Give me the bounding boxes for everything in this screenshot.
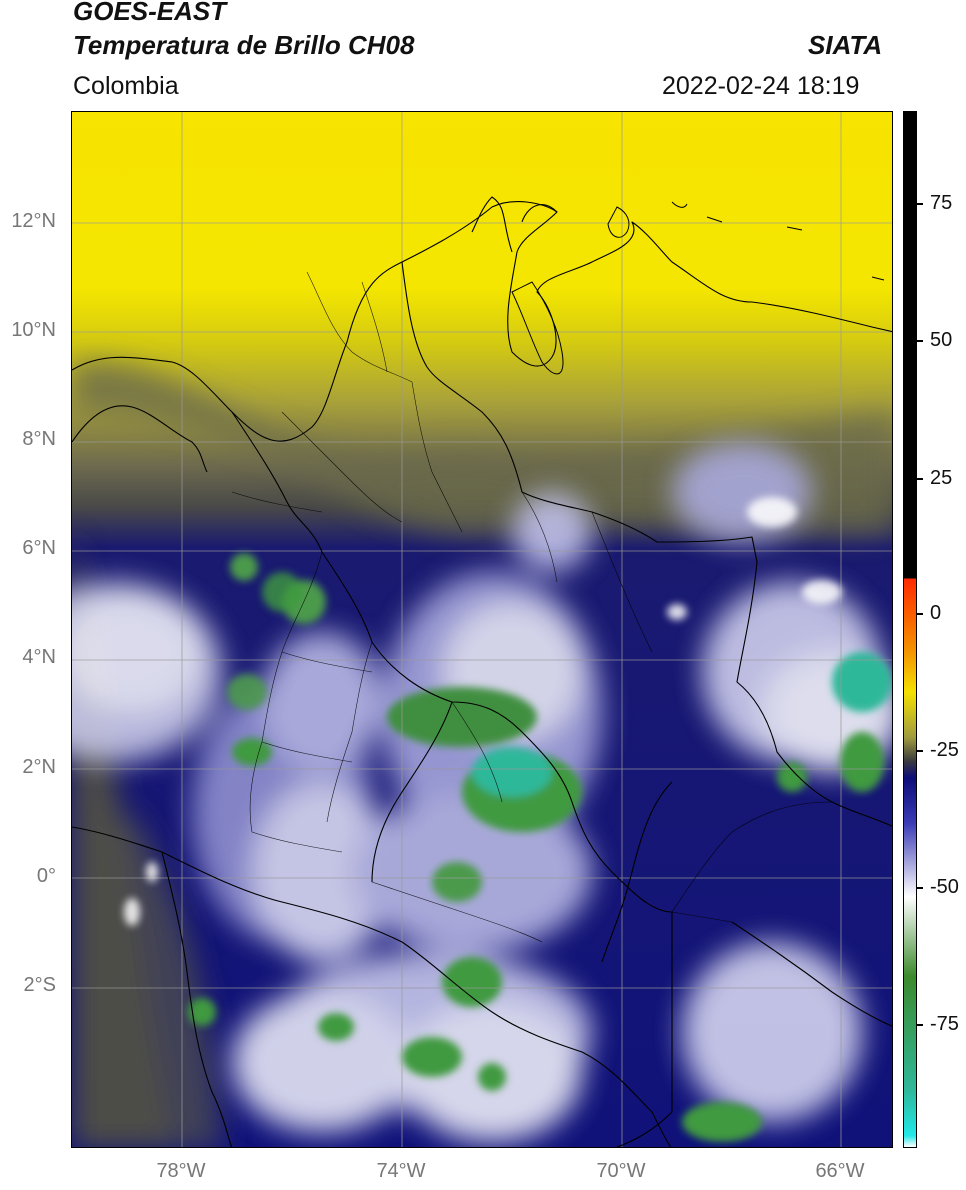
colorbar-tick	[917, 1024, 923, 1026]
lat-label: 2°N	[22, 756, 56, 778]
lat-label: 8°N	[22, 428, 56, 450]
title-product: Temperatura de Brillo CH08	[73, 30, 415, 60]
lat-label: 2°S	[23, 974, 56, 996]
brightness-temperature-field	[72, 112, 892, 1147]
lat-label: 4°N	[22, 646, 56, 668]
colorbar-label: 0	[930, 602, 942, 624]
lat-label: 6°N	[22, 537, 56, 559]
colorbar-tick	[917, 478, 923, 480]
temperature-colorbar	[903, 111, 917, 1148]
colorbar-tick	[917, 340, 923, 342]
colorbar-tick	[917, 887, 923, 889]
colorbar-label: -50	[930, 876, 959, 898]
colorbar-tick	[917, 203, 923, 205]
lat-label: 0°	[36, 865, 56, 887]
colorbar-label: 25	[930, 467, 953, 489]
lon-label: 78°W	[156, 1160, 206, 1182]
colorbar-tick	[917, 613, 923, 615]
colorbar-tick	[917, 750, 923, 752]
lat-label: 10°N	[11, 319, 56, 341]
colorbar-label: -75	[930, 1013, 959, 1035]
colorbar-label: -25	[930, 739, 959, 761]
datetime-label: 2022-02-24 18:19	[662, 72, 860, 100]
lon-label: 74°W	[376, 1160, 426, 1182]
lon-label: 66°W	[815, 1160, 865, 1182]
region-label: Colombia	[73, 72, 179, 100]
colorbar-label: 75	[930, 192, 953, 214]
agency-label: SIATA	[808, 30, 883, 60]
satellite-map[interactable]	[71, 111, 893, 1148]
lat-label: 12°N	[11, 210, 56, 232]
lon-label: 70°W	[596, 1160, 646, 1182]
colorbar-label: 50	[930, 329, 953, 351]
title-satellite: GOES-EAST	[73, 0, 227, 26]
